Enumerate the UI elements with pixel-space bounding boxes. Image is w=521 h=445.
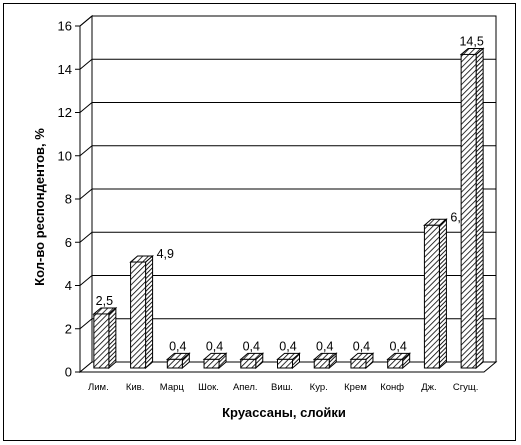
bar [349,352,375,370]
bar [165,352,191,370]
data-label: 0,4 [279,339,296,353]
data-label: 0,4 [243,339,260,353]
y-tick-label: 0 [65,365,72,380]
bar-front [130,261,147,369]
y-axis-ticks: 0 2 4 6 8 10 12 14 16 [58,19,81,380]
y-tick-label: 8 [65,192,72,207]
bar [202,352,228,370]
gridline [79,318,496,330]
data-label: 0,4 [316,339,333,353]
x-tick-label: Крем [344,382,367,393]
y-tick-label: 10 [58,148,72,163]
gridline [79,58,496,70]
bar [459,47,485,370]
data-label: 0,4 [206,339,223,353]
bar-front [460,53,477,369]
bar-front [93,313,110,369]
x-tick-label: Конф [380,382,404,393]
bar-side [108,306,117,370]
bar [276,352,301,370]
data-label: 14,5 [459,34,483,48]
bar-side [145,254,154,370]
bar-front [313,358,330,369]
x-tick-label: Апел. [233,382,258,393]
y-tick-label: 2 [65,321,72,336]
data-label: 4,9 [157,247,174,261]
y-tick-label: 4 [65,278,72,293]
bar [129,254,154,370]
x-tick-label: Кив. [126,382,145,393]
gridline [79,231,496,243]
x-axis-ticks: Лим. Кив. Марц Шок. Апел. Виш. Кур. Крем Конф Дж.… [80,371,484,393]
bars: 2,54,90,4 0,4 0,4 0,4 0,4 0,4 0,46,614,5 [92,34,485,370]
gridline [79,188,496,200]
bar [92,306,118,370]
bar-front [277,358,293,369]
data-label: 0,4 [353,339,370,353]
bar [423,218,448,370]
x-tick-label: Дж. [421,382,436,393]
x-axis-title: Круассаны, слойки [222,405,346,420]
data-label: 0,4 [169,339,186,353]
y-tick-label: 14 [58,62,72,77]
y-tick-label: 6 [65,235,72,250]
bar-chart: 0 2 4 6 8 10 12 14 16 2,5 4,9 0,4 0,4 0,4 0,4 0,4 0,4 0,… [32,14,498,420]
gridline [79,15,496,27]
x-tick-label: Шок. [198,382,219,393]
chart-frame: 0 2 4 6 8 10 12 14 16 2,5 4,9 0,4 0,4 0,4 0,4 0,4 0,4 0,… [3,3,516,441]
x-tick-label: Сгущ. [453,382,479,393]
data-label: 2,5 [96,294,113,308]
gridline [79,102,496,113]
x-tick-label: Лим. [88,382,109,393]
bar-front [166,358,183,369]
bar [239,352,265,370]
x-tick-label: Виш. [271,382,293,393]
bar-front [203,358,220,369]
y-axis-title: Кол-во респондентов, % [32,128,47,286]
gridline [79,275,496,286]
bar-front [240,358,257,369]
data-label: 0,4 [389,339,406,353]
x-tick-label: Кур. [310,382,328,393]
bar-front [350,358,367,369]
bar [386,352,412,370]
gridlines [79,15,496,330]
bar [312,352,338,370]
y-tick-label: 16 [58,19,72,34]
x-tick-label: Марц [160,382,185,393]
y-tick-label: 12 [58,105,72,120]
gridline [79,145,496,157]
bar-side [475,47,484,370]
bar-front [423,224,440,369]
bar-front [387,358,404,369]
bar-side [438,218,447,370]
